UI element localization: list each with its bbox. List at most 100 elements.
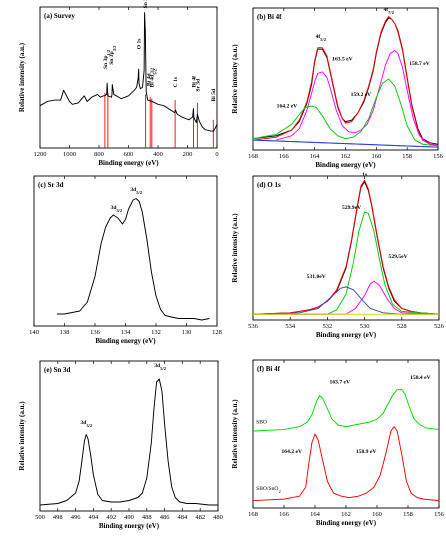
series-line-1 xyxy=(252,389,440,432)
series-line-2 xyxy=(252,16,439,147)
sample-label: SBO/SnO2 xyxy=(256,486,281,494)
x-axis-label: Binding energy (eV) xyxy=(316,331,377,339)
peak-annotation: Sr 3d xyxy=(195,78,201,92)
x-tick-label: 166 xyxy=(279,511,290,518)
peak-annotation: Sn 3d xyxy=(143,0,149,8)
peak-annotation: 158.9 eV xyxy=(356,449,377,455)
x-tick-label: 490 xyxy=(124,514,134,521)
subscript: 5/2 xyxy=(320,36,326,41)
x-axis-label: Binding energy (eV) xyxy=(316,519,377,527)
panel-f: 168 166 164 162 160 158 156 Binding energy (eV)… xyxy=(231,359,445,527)
x-axis-label: Binding energy (eV) xyxy=(315,161,376,169)
x-tick-label: 480 xyxy=(213,514,223,521)
peak-annotation: 163.5 eV xyxy=(332,57,353,63)
x-tick-label: 532 xyxy=(323,323,333,330)
panel-c: 140 138 136 134 132 130 128 Binding energy (eV)… xyxy=(29,175,222,345)
series-line-3 xyxy=(253,211,440,315)
subscript: 3/2 xyxy=(112,45,117,51)
x-tick-label: 132 xyxy=(151,329,161,336)
x-tick-label: 158 xyxy=(402,153,412,160)
x-tick-label: 536 xyxy=(248,323,259,330)
panel-a: 1200 1000 800 600 400 200 0 Binding energy (eV)… xyxy=(18,0,219,167)
series-line-6 xyxy=(252,139,439,148)
subscript: 5/2 xyxy=(160,366,166,371)
y-axis-label: Relative intensity (a.u.) xyxy=(18,42,26,112)
x-tick-label: 160 xyxy=(371,153,381,160)
peak-annotation: 164.2 eV xyxy=(277,103,298,109)
x-tick-label: 400 xyxy=(153,151,163,158)
x-tick-label: 534 xyxy=(285,323,296,330)
x-tick-label: 168 xyxy=(248,511,258,518)
x-tick-label: 526 xyxy=(434,323,445,330)
peak-annotation: 159.2 eV xyxy=(351,92,372,98)
peak-annotation: 529.5eV xyxy=(389,254,408,260)
x-tick-label: 164 xyxy=(310,511,321,518)
series-line-5 xyxy=(252,286,439,315)
x-tick-label: 164 xyxy=(310,153,321,160)
subscript: 7/2 xyxy=(388,9,394,14)
peak-annotation: 4f7/2 xyxy=(383,7,394,15)
series-line-4 xyxy=(253,280,440,315)
panel-d: 536 534 532 530 528 526 Binding energy (eV) Rel… xyxy=(231,172,445,339)
panel-title: (b) Bi 4f xyxy=(257,13,282,21)
x-axis-label: Binding energy (eV) xyxy=(95,337,156,345)
x-tick-label: 156 xyxy=(434,511,445,518)
peak-annotation: 3d3/2 xyxy=(111,205,123,213)
x-axis-label: Binding energy (eV) xyxy=(99,522,160,530)
x-tick-label: 136 xyxy=(90,329,101,336)
figure-layer: 1200 1000 800 600 400 200 0 Binding energy (eV)… xyxy=(18,0,445,530)
y-axis-label: Relative intensity (a.u.) xyxy=(231,44,239,114)
x-tick-label: 800 xyxy=(94,151,104,158)
panel-title: (f) Bi 4f xyxy=(257,365,281,373)
panel-title: (a) Survey xyxy=(44,12,75,20)
plot-frame xyxy=(252,175,440,321)
plot-frame xyxy=(39,6,218,149)
peak-annotation: 3d5/2 xyxy=(154,363,166,371)
peak-annotation: Bi 4d5/2 xyxy=(150,68,158,87)
subscript: 3/2 xyxy=(149,67,154,73)
x-tick-label: 158 xyxy=(403,511,413,518)
plot-frame xyxy=(39,360,219,512)
series-line-1 xyxy=(39,12,218,132)
x-tick-label: 486 xyxy=(160,514,171,521)
series-line-1 xyxy=(56,198,210,321)
panel-b: 168 166 164 162 160 158 156 Binding energy (eV)… xyxy=(231,7,444,169)
x-tick-label: 128 xyxy=(212,329,222,336)
peak-annotation: Bi 4d3/2 xyxy=(147,67,155,86)
x-tick-label: 166 xyxy=(279,153,290,160)
x-tick-label: 156 xyxy=(433,153,444,160)
peak-annotation: 529.9eV xyxy=(342,205,361,211)
peak-annotation: 164.2 eV xyxy=(281,449,302,455)
panel-title: (e) Sn 3d xyxy=(44,366,71,374)
x-axis-label: Binding energy (eV) xyxy=(98,159,159,167)
x-tick-label: 496 xyxy=(71,514,82,521)
peak-annotation: C 1s xyxy=(173,76,179,87)
y-axis-label: Relative intensity (a.u.) xyxy=(18,401,26,471)
x-tick-label: 494 xyxy=(89,514,100,521)
peak-annotation: 531.0eV xyxy=(307,274,326,280)
x-tick-label: 600 xyxy=(124,151,134,158)
series-line-1 xyxy=(252,17,439,145)
plot-frame xyxy=(33,175,218,327)
x-tick-label: 500 xyxy=(35,514,45,521)
x-tick-label: 162 xyxy=(341,511,351,518)
subscript: 5/2 xyxy=(152,68,157,74)
x-tick-label: 484 xyxy=(178,514,189,521)
x-tick-label: 498 xyxy=(53,514,63,521)
peak-annotation: 163.7 eV xyxy=(330,380,351,386)
x-tick-label: 530 xyxy=(360,323,370,330)
panel-e: 500 498 496 494 492 490 488 486 484 482 480 Binding… xyxy=(18,360,223,530)
peak-annotation: 4f5/2 xyxy=(316,34,327,42)
x-tick-label: 1000 xyxy=(63,151,76,158)
x-tick-label: 168 xyxy=(248,153,258,160)
x-tick-label: 134 xyxy=(121,329,132,336)
peak-annotation: Bi 4f xyxy=(192,76,198,87)
subscript: 3/2 xyxy=(116,208,122,213)
series-line-1 xyxy=(39,378,218,506)
x-tick-label: 162 xyxy=(341,153,351,160)
peak-annotation: 3d3/2 xyxy=(80,420,92,428)
subscript: 3/2 xyxy=(86,423,92,428)
x-tick-label: 130 xyxy=(182,329,192,336)
x-tick-label: 1200 xyxy=(34,151,47,158)
